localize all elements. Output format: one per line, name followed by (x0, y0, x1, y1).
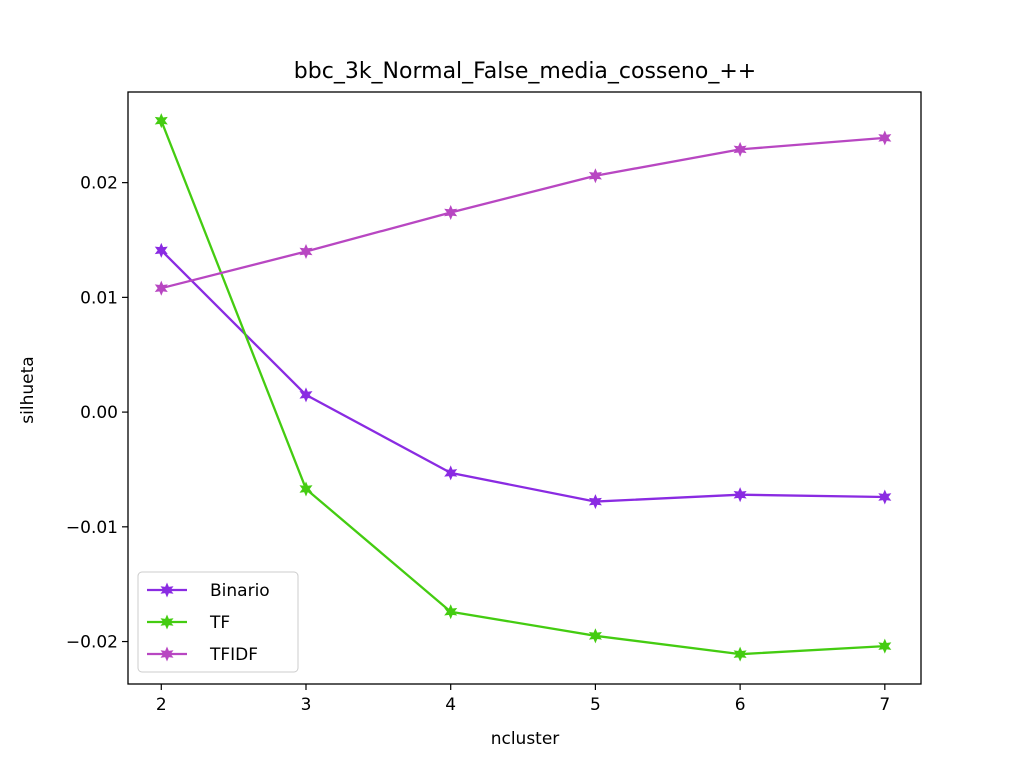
legend-item: Binario (147, 581, 270, 601)
data-point (299, 243, 313, 259)
legend-label: TFIDF (209, 645, 258, 665)
y-tick-label: −0.01 (66, 518, 118, 538)
series-tfidf (154, 130, 892, 296)
legend-item: TF (147, 613, 230, 633)
data-point (588, 168, 602, 184)
y-tick-label: 0.00 (80, 403, 118, 423)
legend-marker (160, 582, 174, 598)
data-point (444, 604, 458, 620)
series-line (160, 249, 885, 503)
y-tick-label: −0.02 (66, 633, 118, 653)
data-point (878, 489, 892, 505)
data-point (733, 141, 747, 157)
series-layer (154, 113, 892, 662)
data-point (154, 280, 168, 296)
series-tf (154, 113, 892, 662)
chart-title: bbc_3k_Normal_False_media_cosseno_++ (294, 59, 756, 84)
x-tick-label: 5 (590, 695, 601, 715)
x-tick-label: 4 (445, 695, 456, 715)
series-line (160, 136, 885, 290)
y-tick-label: 0.02 (80, 174, 118, 194)
y-tick-label: 0.01 (80, 288, 118, 308)
series-binario (154, 242, 892, 510)
data-point (733, 487, 747, 503)
data-point (588, 494, 602, 510)
data-point (299, 387, 313, 403)
legend-label: TF (209, 613, 230, 633)
legend-item: TFIDF (147, 645, 258, 665)
x-axis-label: ncluster (491, 729, 560, 749)
data-point (444, 204, 458, 220)
data-point (878, 638, 892, 654)
x-tick-label: 3 (301, 695, 312, 715)
legend-label: Binario (210, 581, 270, 601)
plot-frame (127, 91, 922, 685)
legend-marker (160, 614, 174, 630)
data-point (154, 242, 168, 258)
data-point (878, 130, 892, 146)
data-point (733, 646, 747, 662)
legend-box (137, 571, 299, 673)
y-axis: −0.02 −0.01 0.00 0.01 0.02 (66, 174, 128, 653)
y-axis-label: silhueta (18, 356, 38, 423)
data-point (444, 465, 458, 481)
series-line (160, 120, 885, 656)
data-point (299, 481, 313, 497)
x-tick-label: 7 (879, 695, 890, 715)
x-tick-label: 6 (735, 695, 746, 715)
x-axis: 2 3 4 5 6 7 (156, 684, 890, 715)
legend-marker (160, 646, 174, 662)
data-point (154, 113, 168, 129)
x-tick-label: 2 (156, 695, 167, 715)
data-point (588, 628, 602, 644)
legend: Binario TF TFIDF (137, 571, 299, 673)
